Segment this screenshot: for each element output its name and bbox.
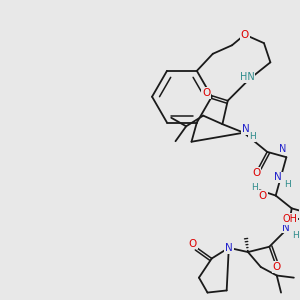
Text: OH: OH — [282, 214, 297, 224]
Text: N: N — [225, 243, 233, 253]
Text: N: N — [274, 172, 282, 182]
Text: O: O — [241, 30, 249, 40]
Text: H: H — [284, 180, 291, 189]
Text: O: O — [188, 238, 197, 248]
Text: H: H — [292, 230, 299, 239]
Text: HN: HN — [239, 72, 254, 82]
Text: O: O — [252, 168, 261, 178]
Text: N: N — [280, 144, 287, 154]
Text: N: N — [242, 124, 250, 134]
Text: H: H — [251, 182, 258, 191]
Text: O: O — [273, 262, 281, 272]
Text: N: N — [283, 223, 290, 232]
Text: O: O — [259, 190, 267, 201]
Text: H: H — [249, 132, 256, 141]
Text: O: O — [202, 88, 211, 98]
